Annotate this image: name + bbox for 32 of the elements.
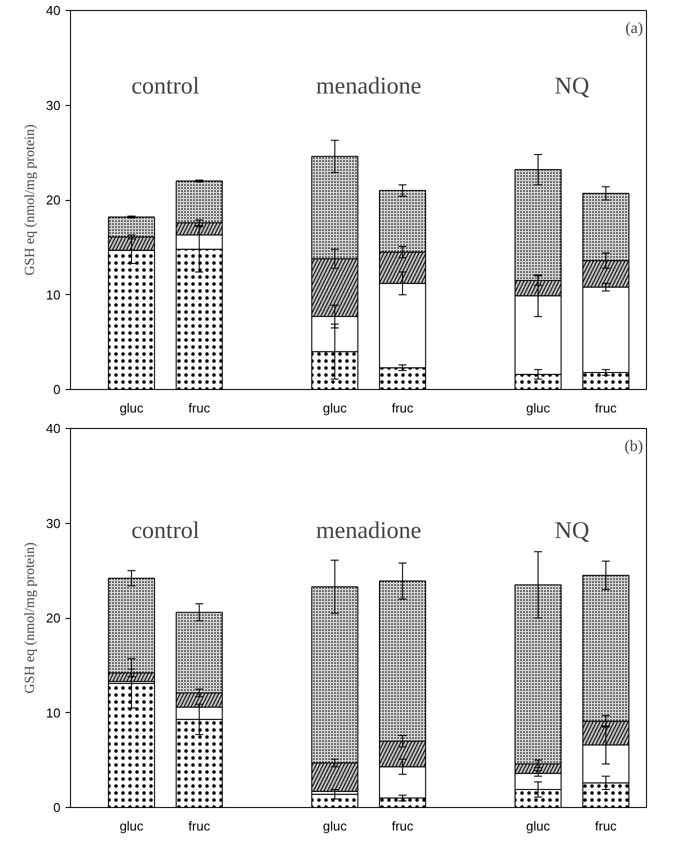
y-axis-title: GSH eq (nmol/mg protein)	[23, 542, 38, 694]
x-tick-label: fruc	[595, 400, 618, 416]
x-tick-label: fruc	[188, 818, 211, 834]
x-tick-label: fruc	[595, 818, 618, 834]
x-tick-label: fruc	[392, 818, 414, 834]
y-tick-label: 10	[46, 705, 61, 720]
y-tick-label: 20	[46, 192, 61, 208]
annotation: menadione	[316, 73, 422, 100]
y-tick-label: 0	[53, 382, 61, 397]
annotation: control	[131, 73, 200, 100]
y-tick-label: 30	[46, 516, 61, 531]
x-tick-label: gluc	[120, 400, 144, 416]
x-tick-label: gluc	[120, 818, 144, 834]
annotation: NQ	[554, 518, 590, 544]
x-tick-label: fruc	[392, 400, 414, 416]
y-tick-label: 40	[46, 3, 61, 18]
annotation: NQ	[554, 73, 590, 100]
x-tick-label: gluc	[526, 818, 550, 834]
y-axis-title: GSH eq (nmol/mg protein)	[23, 124, 38, 276]
x-tick-label: gluc	[322, 818, 348, 834]
y-tick-label: 0	[53, 800, 61, 815]
annotation: (a)	[625, 20, 644, 37]
x-tick-label: fruc	[188, 400, 211, 416]
y-tick-label: 30	[46, 98, 61, 113]
y-tick-label: 10	[46, 287, 61, 302]
annotation: menadione	[316, 518, 422, 544]
y-tick-label: 20	[46, 610, 61, 626]
x-tick-label: gluc	[526, 400, 550, 416]
x-tick-label: gluc	[322, 400, 348, 416]
annotation: control	[131, 518, 200, 544]
y-tick-label: 40	[46, 421, 61, 436]
annotation: (b)	[624, 438, 644, 455]
